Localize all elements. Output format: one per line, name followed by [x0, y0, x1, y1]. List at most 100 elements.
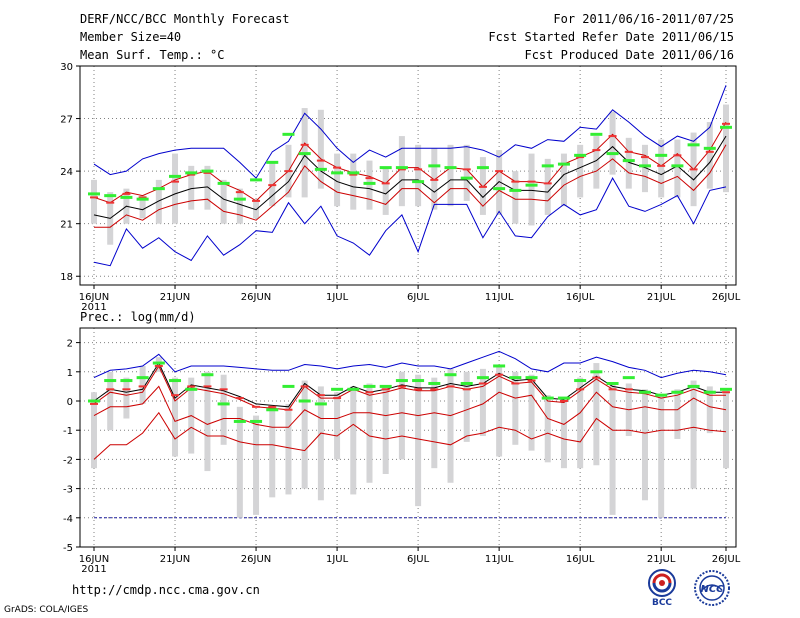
x-tick-label: 21JUN [160, 554, 190, 565]
range-bar [415, 374, 422, 507]
range-bar [415, 144, 422, 207]
range-bar [463, 144, 470, 201]
range-bar [447, 368, 454, 483]
series-line-upper [93, 121, 727, 204]
range-bar [382, 386, 389, 474]
range-bar [236, 188, 243, 224]
x-tick-label: 21JUN [160, 292, 190, 303]
range-bar [560, 153, 567, 207]
range-bar [431, 377, 438, 469]
range-bar [496, 365, 503, 457]
range-bar [172, 377, 179, 457]
y-tick-label: 30 [60, 62, 73, 73]
range-bar [609, 383, 616, 515]
range-bar [269, 406, 276, 498]
range-bar [204, 371, 211, 472]
series-line-min [93, 411, 727, 460]
y-tick-label: 27 [60, 115, 73, 126]
x-tick-year: 2011 [81, 564, 106, 575]
range-bar [317, 386, 324, 501]
range-bar [139, 365, 146, 404]
range-bar [253, 415, 260, 515]
series-line-max [93, 85, 727, 179]
x-tick-label: 11JUL [485, 554, 514, 565]
range-bar [188, 165, 195, 210]
range-bar [658, 395, 665, 518]
range-bar [398, 136, 405, 207]
x-tick-label: 26JUN [241, 554, 271, 565]
range-bar [658, 139, 665, 198]
y-tick-label: 0 [67, 397, 73, 408]
range-bar [723, 104, 729, 193]
range-bar [236, 406, 243, 518]
y-tick-label: -4 [63, 514, 73, 525]
range-bar [350, 386, 357, 495]
range-bar [625, 137, 632, 189]
series-line-upper [93, 364, 726, 411]
x-tick-label: 6JUL [407, 292, 430, 303]
x-tick-label: 16JUN [79, 554, 109, 565]
plot-frame [79, 327, 737, 548]
y-tick-label: 21 [60, 220, 73, 231]
range-bar [398, 371, 405, 460]
range-bar [285, 403, 292, 495]
member-size-label: Member Size=40 [80, 30, 182, 44]
range-bar [463, 371, 470, 442]
range-bar [528, 374, 535, 451]
range-bar [641, 144, 648, 193]
range-bar [544, 158, 551, 215]
range-bar [544, 395, 551, 463]
x-tick-label: 16JUL [566, 554, 595, 565]
range-bar [512, 371, 519, 445]
range-bar [220, 374, 227, 445]
range-bar [253, 199, 260, 219]
range-bar [674, 139, 681, 198]
range-bar [155, 179, 162, 224]
range-bar [479, 368, 486, 437]
range-bar [706, 386, 713, 434]
x-tick-label: 16JUN [79, 292, 109, 303]
x-tick-label: 21JUL [647, 554, 676, 565]
ncc-logo-text: NCC [700, 584, 724, 595]
series-line-mean [93, 361, 726, 408]
range-bar [641, 389, 648, 501]
bcc-logo-text: BCC [652, 598, 672, 608]
range-bar [609, 111, 616, 175]
range-bar [593, 363, 600, 466]
x-tick-label: 16JUL [566, 292, 595, 303]
x-tick-label: 1JUL [326, 292, 349, 303]
series-line-lower [93, 385, 727, 428]
ncc-logo-icon: NCC [694, 570, 730, 606]
x-tick-label: 1JUL [326, 554, 349, 565]
range-bar [172, 153, 179, 224]
source-url[interactable]: http://cmdp.ncc.cma.gov.cn [72, 583, 260, 597]
chart-title: DERF/NCC/BCC Monthly Forecast [80, 12, 290, 26]
forecast-produced-date: Fcst Produced Date 2011/06/16 [524, 48, 734, 62]
bcc-logo-icon: BCC [648, 569, 676, 608]
range-bar [447, 144, 454, 207]
variable-label: Mean Surf. Temp.: °C [80, 48, 225, 62]
range-bar [382, 167, 389, 215]
x-tick-label: 21JUL [647, 292, 676, 303]
range-bar [706, 122, 713, 189]
range-bar [107, 371, 114, 431]
x-tick-label: 6JUL [407, 554, 430, 565]
range-bar [334, 392, 341, 460]
range-bar [220, 179, 227, 224]
range-bar [674, 389, 681, 439]
x-tick-label: 26JUL [712, 292, 741, 303]
range-bar [91, 179, 97, 224]
range-bar [301, 380, 308, 489]
series-line-min [93, 177, 727, 267]
range-bar [366, 383, 373, 483]
plot-frame [79, 65, 737, 286]
series-line-max [93, 350, 727, 379]
series-line-mean [93, 135, 727, 219]
range-bar [512, 171, 519, 224]
range-bar [496, 150, 503, 215]
range-bar [560, 398, 567, 469]
range-bar [593, 136, 600, 189]
precipitation-title: Prec.: log(mm/d) [80, 310, 196, 324]
